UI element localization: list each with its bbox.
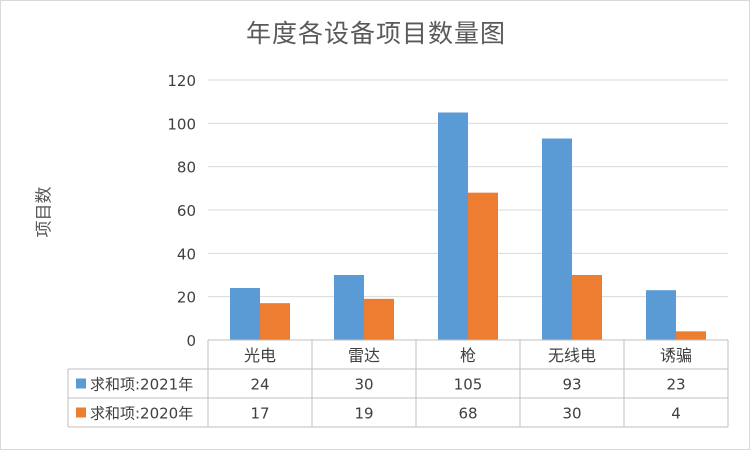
legend-key [76,407,86,418]
bar-series2 [676,331,706,340]
bar-series1 [230,288,260,340]
data-label: 105 [454,376,483,394]
data-label: 93 [562,376,581,394]
y-tick-label: 60 [177,202,196,220]
x-tick-label: 诱骗 [660,346,692,365]
x-tick-label: 枪 [460,346,476,365]
data-label: 23 [666,376,685,394]
bar-series1 [438,112,468,340]
y-tick-label: 0 [186,332,196,350]
bar-series2 [260,303,290,340]
data-label: 19 [354,405,373,423]
chart-title: 年度各设备项目数量图 [245,19,506,48]
bar-series1 [542,138,572,340]
y-tick-label: 80 [177,159,196,177]
data-label: 30 [354,376,373,394]
y-tick-label: 20 [177,289,196,307]
series-name: 求和项:2020年 [90,405,193,423]
data-label: 24 [250,376,269,394]
y-tick-label: 120 [167,72,196,90]
bar-series2 [468,192,498,340]
data-label: 17 [250,405,269,423]
legend-key [76,378,86,389]
bar-series1 [334,275,364,340]
x-tick-label: 雷达 [348,346,380,365]
data-label: 4 [671,405,681,423]
data-label: 30 [562,405,581,423]
y-tick-label: 40 [177,245,196,263]
bar-series1 [646,290,676,340]
x-tick-label: 光电 [244,346,276,365]
bar-series2 [364,298,394,340]
x-tick-label: 无线电 [548,346,596,365]
series-name: 求和项:2021年 [90,376,193,394]
y-tick-label: 100 [167,115,196,133]
bar-series2 [572,275,602,340]
data-label: 68 [458,405,477,423]
